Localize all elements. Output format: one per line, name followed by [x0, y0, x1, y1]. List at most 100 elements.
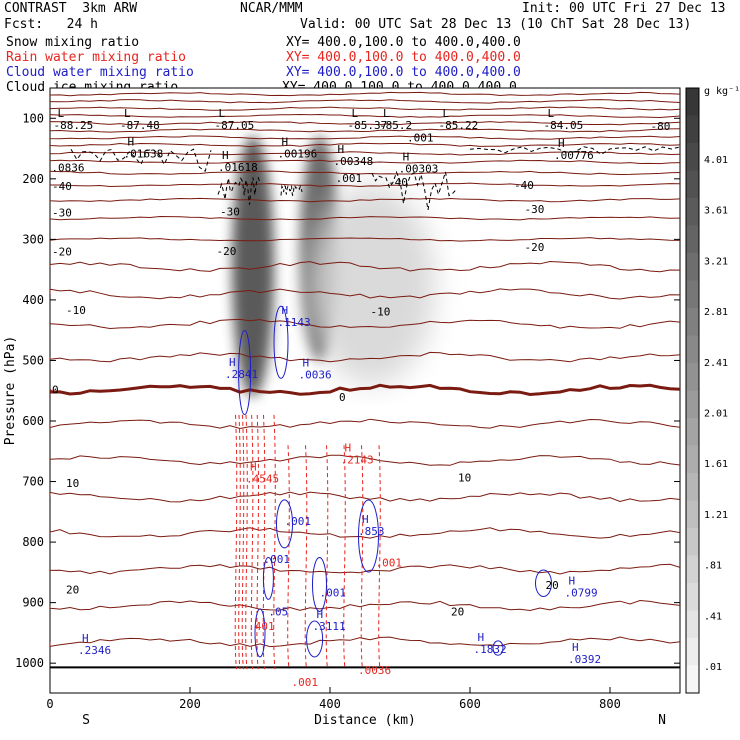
north-label: N	[658, 713, 666, 728]
rain-contour	[238, 414, 241, 670]
cloud-ice-extremum-value: .00348	[334, 155, 374, 168]
cloud-water-contour	[254, 608, 266, 658]
rain-contour	[325, 445, 329, 670]
colorbar-label: 1.61	[704, 459, 728, 470]
colorbar-swatch	[686, 253, 699, 281]
isotherm	[50, 260, 680, 273]
colorbar-label: 2.01	[704, 409, 728, 420]
colorbar-swatch	[686, 363, 699, 391]
legend-cloudwater-xy: XY= 400.0,100.0 to 400.0,400.0	[286, 65, 521, 80]
y-tick-label: 1000	[15, 656, 44, 670]
cloud-ice-extremum-value: -85.22	[439, 119, 479, 132]
rain-contour	[241, 414, 245, 670]
cloud-water-contour	[306, 620, 324, 658]
cloud-water-contour	[276, 499, 293, 549]
isotherm-label: -20	[52, 245, 72, 258]
isotherm	[50, 135, 680, 140]
isotherm	[50, 563, 680, 575]
isotherm	[50, 99, 680, 104]
cloud-water-extremum-marker: H	[282, 304, 289, 317]
cloud-ice-contour	[280, 184, 303, 197]
cloud-water-extremum-marker: H	[82, 632, 89, 645]
rain-extremum-value: .001	[376, 556, 403, 569]
cloud-water-extremum-value: .05	[268, 605, 288, 618]
isotherm	[50, 106, 680, 111]
colorbar-swatch	[686, 500, 699, 529]
colorbar-swatch	[686, 528, 699, 556]
isotherm-label: 20	[66, 583, 79, 596]
cloud-water-extremum-value: .1832	[474, 643, 507, 656]
cloud-ice-extremum-marker: L	[58, 107, 65, 120]
cloud-ice-contour	[371, 170, 457, 210]
x-tick-label: 200	[179, 697, 201, 711]
cloud-ice-extremum-value: .00303	[399, 163, 439, 176]
rain-contour	[287, 445, 290, 670]
legend-rain-xy: XY= 400.0,100.0 to 400.0,400.0	[286, 50, 521, 65]
cloud-water-contour	[492, 640, 504, 656]
colorbar-unit: g kg⁻¹	[704, 86, 740, 97]
isotherm-label: 10	[66, 477, 79, 490]
isotherm	[50, 159, 680, 165]
colorbar-swatch	[686, 170, 699, 199]
cloud-water-extremum-marker: H	[317, 608, 324, 621]
colorbar-swatch	[686, 88, 699, 116]
rain-contour	[245, 414, 248, 670]
cloud-water-extremum-value: .0036	[299, 369, 332, 382]
cloud-water-extremum-marker: H	[478, 631, 485, 644]
legend-snow: Snow mixing ratio	[6, 35, 140, 50]
cloud-water-extremum-value: .2841	[225, 368, 258, 381]
cloud-water-extremum-marker: H	[303, 357, 310, 370]
isotherm	[50, 197, 680, 203]
y-tick-label: 500	[22, 353, 44, 367]
y-tick-label: 300	[22, 232, 44, 246]
isotherm	[50, 636, 680, 648]
colorbar-swatch	[686, 583, 699, 611]
isotherm	[50, 599, 680, 612]
cloud-water-extremum-value: .001	[320, 587, 347, 600]
y-tick-label: 200	[22, 172, 44, 186]
colorbar-label: 2.81	[704, 307, 728, 318]
isotherm	[50, 182, 680, 188]
isotherm	[50, 142, 680, 148]
cloud-water-contour	[358, 499, 379, 573]
colorbar-label: .01	[704, 662, 722, 673]
cloud-ice-extremum-marker: L	[443, 107, 450, 120]
cloud-ice-contour	[217, 176, 261, 205]
legend-cloudwater: Cloud water mixing ratio	[6, 65, 194, 80]
cloud-ice-extremum-value: .01618	[218, 161, 258, 174]
cloud-ice-extremum-value: .0836	[51, 162, 84, 175]
isotherm-label: -30	[525, 203, 545, 216]
isotherm	[50, 527, 680, 539]
y-tick-label: 700	[22, 475, 44, 489]
colorbar-swatch	[686, 445, 699, 474]
isotherm	[50, 215, 680, 221]
cloud-ice-extremum-marker: H	[128, 136, 135, 149]
cloud-ice-extremum-value: .001	[407, 131, 434, 144]
isotherm-label: -10	[371, 305, 391, 318]
rain-extremum-value: .401	[248, 620, 275, 633]
rain-extremum-value: .4545	[246, 473, 279, 486]
isotherm-label: 0	[339, 391, 346, 404]
cloud-ice-extremum-marker: H	[282, 136, 289, 149]
rain-contour	[250, 414, 254, 670]
cloud-water-extremum-value: .0392	[568, 653, 601, 666]
colorbar-swatch	[686, 115, 699, 144]
colorbar-swatch	[686, 418, 699, 446]
cloud-ice-extremum-marker: L	[124, 107, 131, 120]
rain-extremum-marker: H	[250, 461, 257, 474]
colorbar-swatch	[686, 665, 699, 694]
y-axis-label: Pressure (hPa)	[3, 336, 18, 446]
x-tick-label: 400	[319, 697, 341, 711]
cloud-ice-extremum-value: -84.05	[544, 119, 584, 132]
x-tick-label: 800	[599, 697, 621, 711]
cloud-ice-extremum-value: -87.48	[120, 119, 160, 132]
isotherm	[50, 91, 680, 97]
isotherm	[50, 351, 680, 363]
cloud-ice-contour	[70, 148, 212, 173]
isotherm	[50, 113, 680, 119]
cloud-ice-extremum-marker: L	[383, 107, 390, 120]
colorbar-label: 3.21	[704, 256, 728, 267]
isotherm	[50, 128, 680, 133]
cloud-water-extremum-marker: H	[569, 575, 576, 588]
